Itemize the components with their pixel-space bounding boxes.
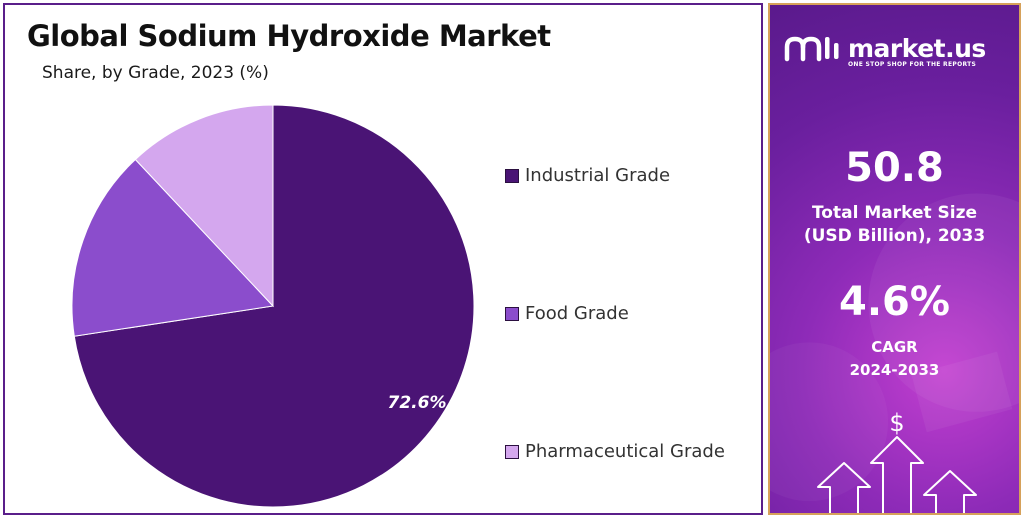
growth-arrows-icon: $ [817,409,977,513]
pie-slice-pharmaceutical-grade [134,104,274,308]
dollar-icon: $ [889,409,904,437]
brand-name: market.us [848,33,986,63]
legend-label: Food Grade [525,303,629,324]
legend-item-food-grade: Food Grade [505,303,629,324]
market-size-label-line1: Total Market Size [811,203,978,223]
market-size-value: 50.8 [845,145,944,191]
cagr-label-line2: 2024-2033 [849,361,940,379]
legend-label: Industrial Grade [525,165,671,186]
legend-swatch [505,444,519,459]
brand-logo: market.us [784,33,986,63]
pie-chart: 72.6% [71,104,475,508]
legend-item-pharmaceutical-grade: Pharmaceutical Grade [505,441,725,462]
chart-panel: Global Sodium Hydroxide Market Share, by… [3,3,763,515]
chart-subtitle: Share, by Grade, 2023 (%) [42,63,269,83]
legend-label: Pharmaceutical Grade [525,441,725,462]
pie-slice-industrial-grade [73,104,475,508]
chart-title: Global Sodium Hydroxide Market [27,19,551,53]
cagr-label-line1: CAGR [871,338,918,356]
market-us-logo-icon [784,36,839,62]
data-label-industrial-grade: 72.6% [388,393,447,413]
svg-text:$: $ [889,409,904,437]
summary-panel: market.us ONE STOP SHOP FOR THE REPORTS … [768,3,1021,515]
pie-slice-food-grade [71,158,275,337]
legend-swatch [505,168,519,183]
background-decoration [770,193,1019,502]
legend-item-industrial-grade: Industrial Grade [505,165,670,186]
market-size-label-line2: (USD Billion), 2033 [803,226,986,246]
brand-tagline: ONE STOP SHOP FOR THE REPORTS [848,61,977,68]
cagr-value: 4.6% [839,279,950,325]
legend-swatch [505,306,519,321]
